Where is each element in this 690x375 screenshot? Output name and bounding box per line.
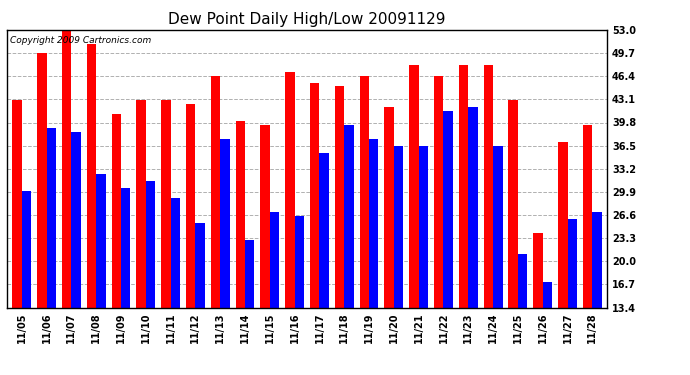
Bar (319, 153, 329, 308)
Bar (220, 139, 230, 308)
Bar (47, 128, 56, 308)
Bar (71, 132, 81, 308)
Text: Copyright 2009 Cartronics.com: Copyright 2009 Cartronics.com (10, 36, 151, 45)
Bar (394, 146, 403, 308)
Bar (96, 174, 106, 308)
Bar (161, 100, 170, 308)
Bar (137, 100, 146, 308)
Bar (558, 142, 567, 308)
Bar (22, 191, 31, 308)
Bar (459, 65, 469, 308)
Bar (295, 216, 304, 308)
Bar (235, 121, 245, 308)
Bar (112, 114, 121, 308)
Bar (146, 181, 155, 308)
Bar (384, 107, 394, 308)
Bar (245, 240, 255, 308)
Bar (509, 100, 518, 308)
Bar (211, 76, 220, 308)
Title: Dew Point Daily High/Low 20091129: Dew Point Daily High/Low 20091129 (168, 12, 446, 27)
Bar (344, 124, 354, 308)
Bar (195, 223, 205, 308)
Bar (493, 146, 502, 308)
Bar (419, 146, 428, 308)
Bar (186, 104, 195, 308)
Bar (369, 139, 379, 308)
Bar (469, 107, 477, 308)
Bar (533, 233, 543, 308)
Bar (285, 72, 295, 308)
Bar (121, 188, 130, 308)
Bar (518, 254, 527, 308)
Bar (12, 100, 22, 308)
Bar (335, 86, 344, 308)
Bar (434, 76, 444, 308)
Bar (260, 124, 270, 308)
Bar (359, 76, 369, 308)
Bar (270, 212, 279, 308)
Bar (170, 198, 180, 308)
Bar (62, 30, 71, 308)
Bar (409, 65, 419, 308)
Bar (310, 82, 319, 308)
Bar (567, 219, 577, 308)
Bar (543, 282, 552, 308)
Bar (583, 124, 592, 308)
Bar (87, 44, 96, 308)
Bar (484, 65, 493, 308)
Bar (37, 53, 47, 307)
Bar (444, 111, 453, 308)
Bar (592, 212, 602, 308)
